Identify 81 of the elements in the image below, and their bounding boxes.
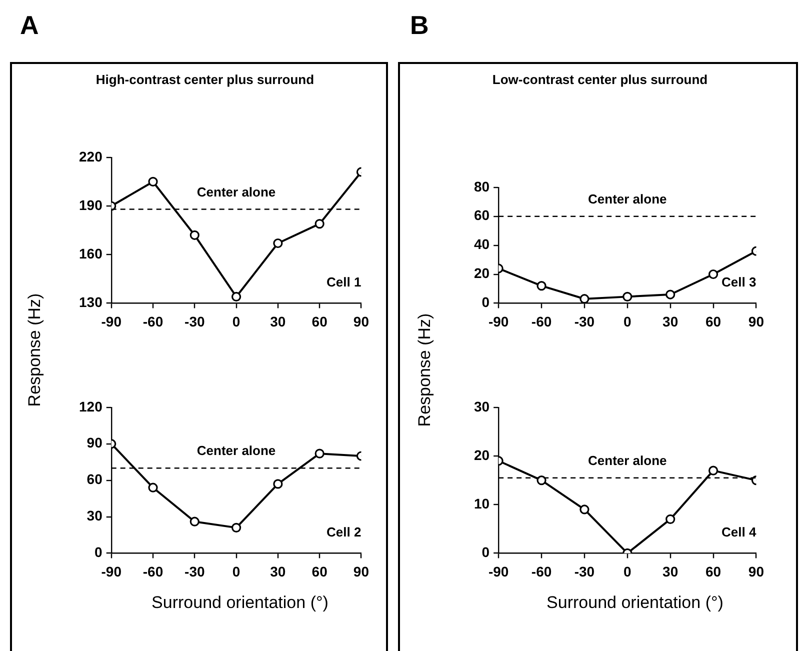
- y-tick-label: 20: [474, 446, 490, 463]
- point: [314, 219, 324, 229]
- x-tick-label: 0: [623, 563, 632, 580]
- point: [148, 482, 158, 492]
- point: [622, 292, 632, 302]
- x-tick-label: 30: [662, 563, 678, 580]
- ref-line-label: Center alone: [588, 191, 667, 206]
- y-tick-label: 190: [79, 196, 103, 213]
- annotation: Cell 4: [722, 524, 757, 540]
- point: [314, 448, 324, 458]
- x-tick-label: -30: [574, 563, 595, 580]
- x-tick-label: -90: [488, 563, 509, 580]
- point: [273, 479, 283, 489]
- y-tick-label: 30: [474, 398, 490, 414]
- chart-subtitle: Low-contrast center plus surround: [491, 72, 709, 87]
- x-axis-title: Surround orientation (°): [546, 593, 724, 613]
- x-tick-label: -30: [184, 563, 205, 580]
- y-tick-label: 30: [86, 508, 103, 524]
- x-tick-label: 0: [623, 313, 632, 330]
- x-tick-label: -90: [101, 313, 122, 330]
- point: [148, 176, 158, 186]
- x-tick-label: 60: [312, 563, 328, 580]
- point: [580, 294, 590, 304]
- y-tick-label: 0: [94, 544, 103, 560]
- chart-title: A: [20, 10, 39, 41]
- y-tick-label: 0: [482, 294, 490, 310]
- annotation: Cell 2: [326, 524, 362, 540]
- y-tick-label: 80: [474, 178, 490, 194]
- x-tick-label: 60: [705, 313, 722, 330]
- x-tick-label: 90: [748, 563, 764, 580]
- x-tick-label: 60: [705, 563, 722, 580]
- x-tick-label: 0: [232, 313, 240, 330]
- x-tick-label: -60: [531, 563, 552, 580]
- x-tick-label: -30: [184, 313, 205, 330]
- y-tick-label: 90: [86, 434, 103, 451]
- x-tick-label: 30: [662, 313, 678, 330]
- point: [190, 516, 200, 526]
- y-tick-label: 0: [482, 544, 490, 560]
- x-tick-label: 60: [312, 313, 328, 330]
- chart-subtitle: High-contrast center plus surround: [94, 72, 316, 87]
- y-axis-title: Response (Hz): [25, 292, 45, 409]
- x-tick-label: 90: [353, 313, 370, 330]
- y-tick-label: 20: [474, 265, 490, 282]
- point: [536, 476, 546, 486]
- y-axis-title: Response (Hz): [415, 312, 435, 429]
- x-tick-label: 0: [232, 563, 240, 580]
- x-tick-label: -90: [101, 563, 122, 580]
- x-tick-label: -60: [142, 313, 164, 330]
- point: [708, 269, 718, 280]
- y-tick-label: 120: [79, 398, 103, 414]
- annotation: Cell 1: [326, 274, 362, 290]
- ref-line-label: Center alone: [588, 452, 667, 468]
- point: [666, 514, 676, 524]
- x-tick-label: -30: [574, 313, 595, 330]
- y-tick-label: 220: [79, 148, 103, 164]
- annotation: Cell 3: [722, 274, 756, 290]
- y-tick-label: 60: [86, 471, 103, 488]
- ref-line-label: Center alone: [196, 184, 276, 200]
- point: [666, 290, 676, 300]
- x-axis-title: Surround orientation (°): [150, 593, 330, 613]
- point: [708, 466, 718, 476]
- y-tick-label: 10: [474, 495, 490, 512]
- y-tick-label: 160: [79, 245, 103, 262]
- point: [231, 522, 242, 532]
- x-tick-label: 90: [748, 313, 764, 330]
- y-tick-label: 40: [474, 236, 490, 252]
- y-tick-label: 60: [474, 207, 490, 224]
- point: [231, 292, 242, 302]
- x-tick-label: 30: [270, 313, 286, 330]
- x-tick-label: -60: [531, 313, 552, 330]
- x-tick-label: -60: [142, 563, 164, 580]
- chart-title: B: [410, 10, 429, 41]
- x-tick-label: 30: [270, 563, 286, 580]
- x-tick-label: 90: [353, 563, 370, 580]
- point: [190, 230, 200, 240]
- point: [273, 238, 283, 248]
- x-tick-label: -90: [488, 313, 509, 330]
- point: [536, 281, 546, 291]
- ref-line-label: Center alone: [196, 443, 276, 458]
- point: [580, 504, 590, 514]
- y-tick-label: 130: [79, 294, 103, 310]
